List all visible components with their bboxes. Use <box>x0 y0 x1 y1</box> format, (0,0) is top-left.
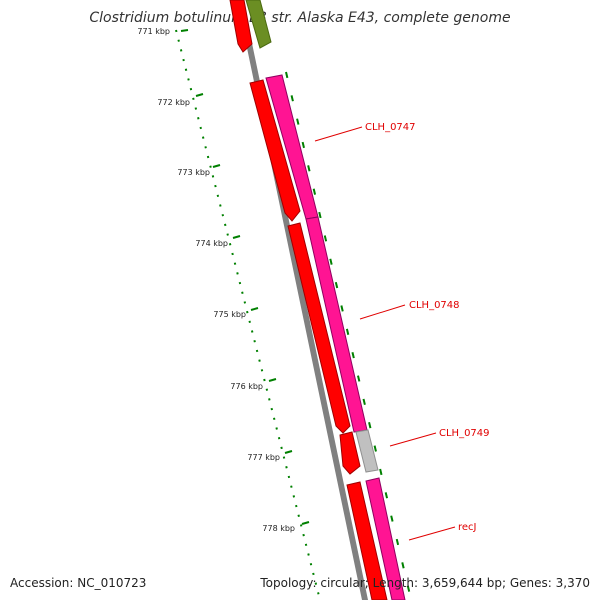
accession-text: Accession: NC_010723 <box>10 576 147 590</box>
leader-line <box>359 304 406 320</box>
major-tick <box>195 93 204 97</box>
scale-line <box>175 29 321 600</box>
gene-label: CLH_0749 <box>439 428 490 439</box>
major-tick <box>284 450 293 454</box>
gene-label: CLH_0748 <box>409 300 460 311</box>
genome-stats-text: Topology: circular; Length: 3,659,644 bp… <box>260 576 590 590</box>
cds-track <box>229 0 388 600</box>
gene-label: recJ <box>458 522 477 533</box>
cds-block <box>346 481 388 600</box>
gene-label: CLH_0747 <box>365 122 416 133</box>
cds-block <box>229 0 253 53</box>
feature-block <box>365 477 406 600</box>
tick-label: 778 kbp <box>262 524 295 533</box>
major-tick <box>268 378 277 382</box>
tick-label: 771 kbp <box>137 27 170 36</box>
feature-block <box>355 429 379 473</box>
feature-block <box>245 0 272 49</box>
outer-tick-line <box>285 71 411 596</box>
tick-label: 774 kbp <box>195 239 228 248</box>
tick-label: 772 kbp <box>157 98 190 107</box>
tick-label: 777 kbp <box>247 453 280 462</box>
tick-label: 773 kbp <box>177 168 210 177</box>
leader-line <box>389 432 437 447</box>
major-tick <box>232 235 241 239</box>
tick-label: 776 kbp <box>230 382 263 391</box>
tick-label: 775 kbp <box>213 310 246 319</box>
major-tick <box>180 29 189 32</box>
gene-leaders <box>314 126 456 541</box>
cds-block <box>249 79 301 222</box>
cds-block <box>287 222 351 434</box>
leader-line <box>408 526 456 541</box>
major-tick <box>212 164 221 168</box>
major-ticks <box>180 29 310 525</box>
leader-line <box>314 126 363 142</box>
major-tick <box>250 307 259 311</box>
map-title: Clostridium botulinum E3 str. Alaska E43… <box>89 10 511 26</box>
feature-track <box>245 0 406 600</box>
major-tick <box>301 521 310 525</box>
cds-block <box>339 431 361 475</box>
